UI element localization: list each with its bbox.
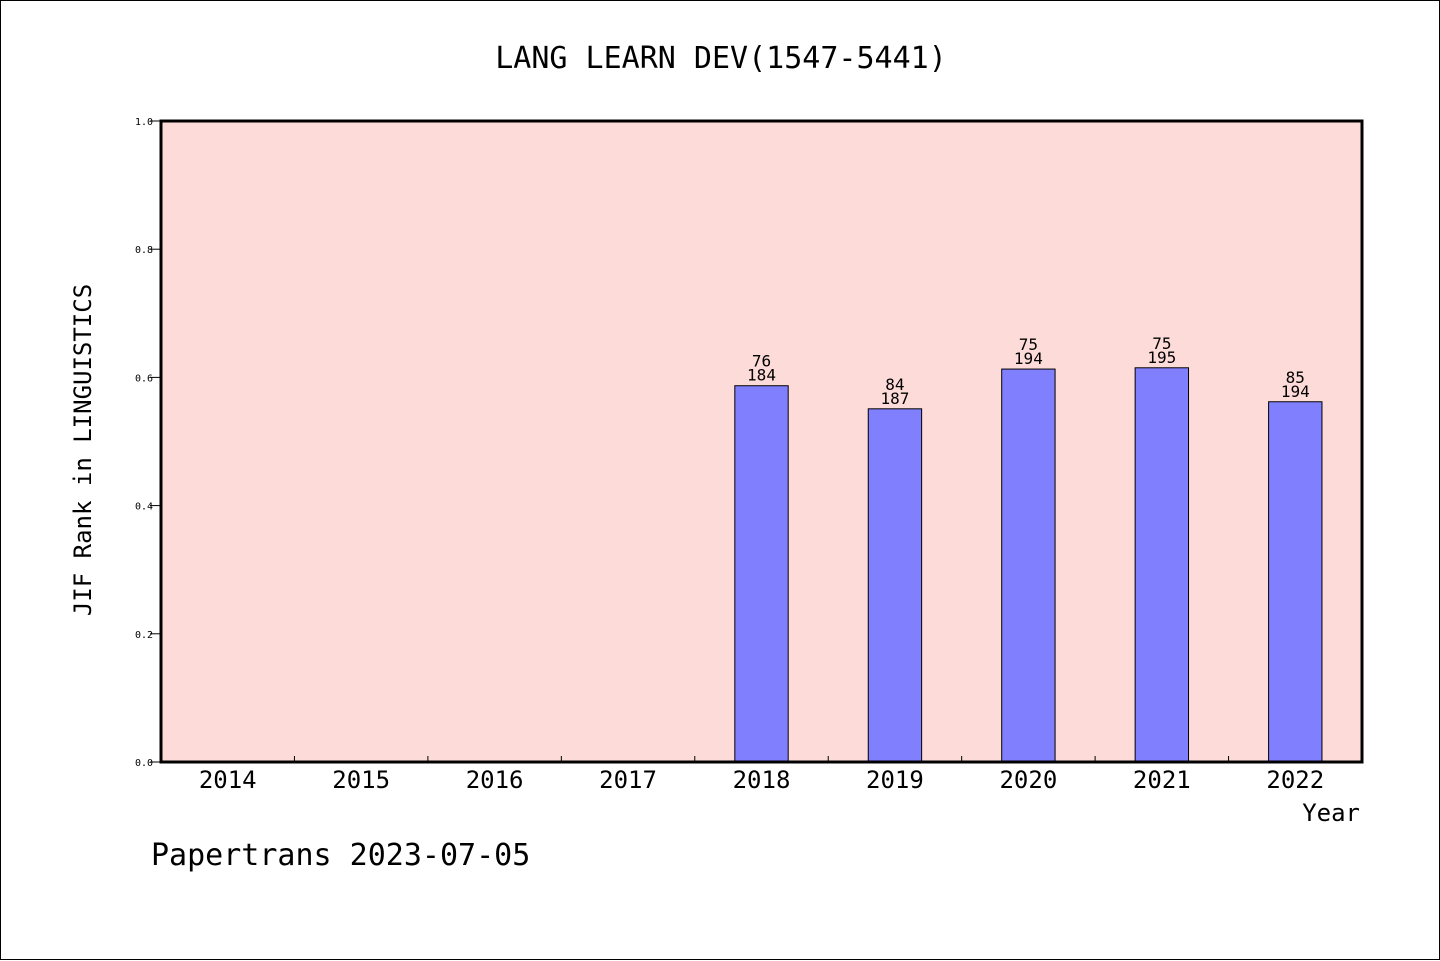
bar-total-label: 184 [747,366,776,385]
x-tick-label: 2021 [1133,766,1191,794]
bar-2019 [867,408,923,763]
bar-total-label: 187 [880,389,909,408]
x-tick-label: 2022 [1266,766,1324,794]
x-tick-label: 2019 [866,766,924,794]
bar-2022 [1268,401,1323,763]
x-axis-label: Year [1302,799,1360,827]
y-axis-label: JIF Rank in LINGUISTICS [69,284,97,616]
x-tick-label: 2018 [733,766,791,794]
x-tick-label: 2016 [466,766,524,794]
chart-title: LANG LEARN DEV(1547-5441) [495,41,947,76]
x-axis: 2014 2015 2016 2017 2018 2019 2020 2021 2022 [199,756,1324,794]
y-tick-label: 0.2 [135,630,153,641]
bar-rank-label: 75 [1152,334,1171,353]
x-tick-label: 2015 [332,766,390,794]
x-tick-label: 2017 [599,766,657,794]
plot-border [159,119,1364,764]
bar-2018 [734,385,789,763]
bar-rank-label: 84 [885,375,904,394]
y-tick-label: 0.0 [135,758,153,769]
y-tick-label: 0.8 [135,245,153,256]
bar-2021 [1134,367,1190,763]
x-tick-label: 2014 [199,766,257,794]
y-tick-label: 0.6 [135,373,153,384]
bar-rank-label: 75 [1019,335,1038,354]
bar-rank-label: 85 [1286,368,1305,387]
y-tick-label: 1.0 [135,117,153,128]
y-axis: 0.0 0.2 0.4 0.6 0.8 1.0 [135,117,161,769]
footer-note: Papertrans 2023-07-05 [151,838,530,873]
bar-total-label: 194 [1014,349,1043,368]
bar-2020 [1001,368,1056,763]
bar-rank-label: 76 [752,352,771,371]
x-tick-label: 2020 [999,766,1057,794]
y-tick-label: 0.4 [135,502,153,513]
bar-total-label: 194 [1281,382,1310,401]
bars-group [734,367,1323,763]
bar-total-label: 195 [1147,348,1176,367]
